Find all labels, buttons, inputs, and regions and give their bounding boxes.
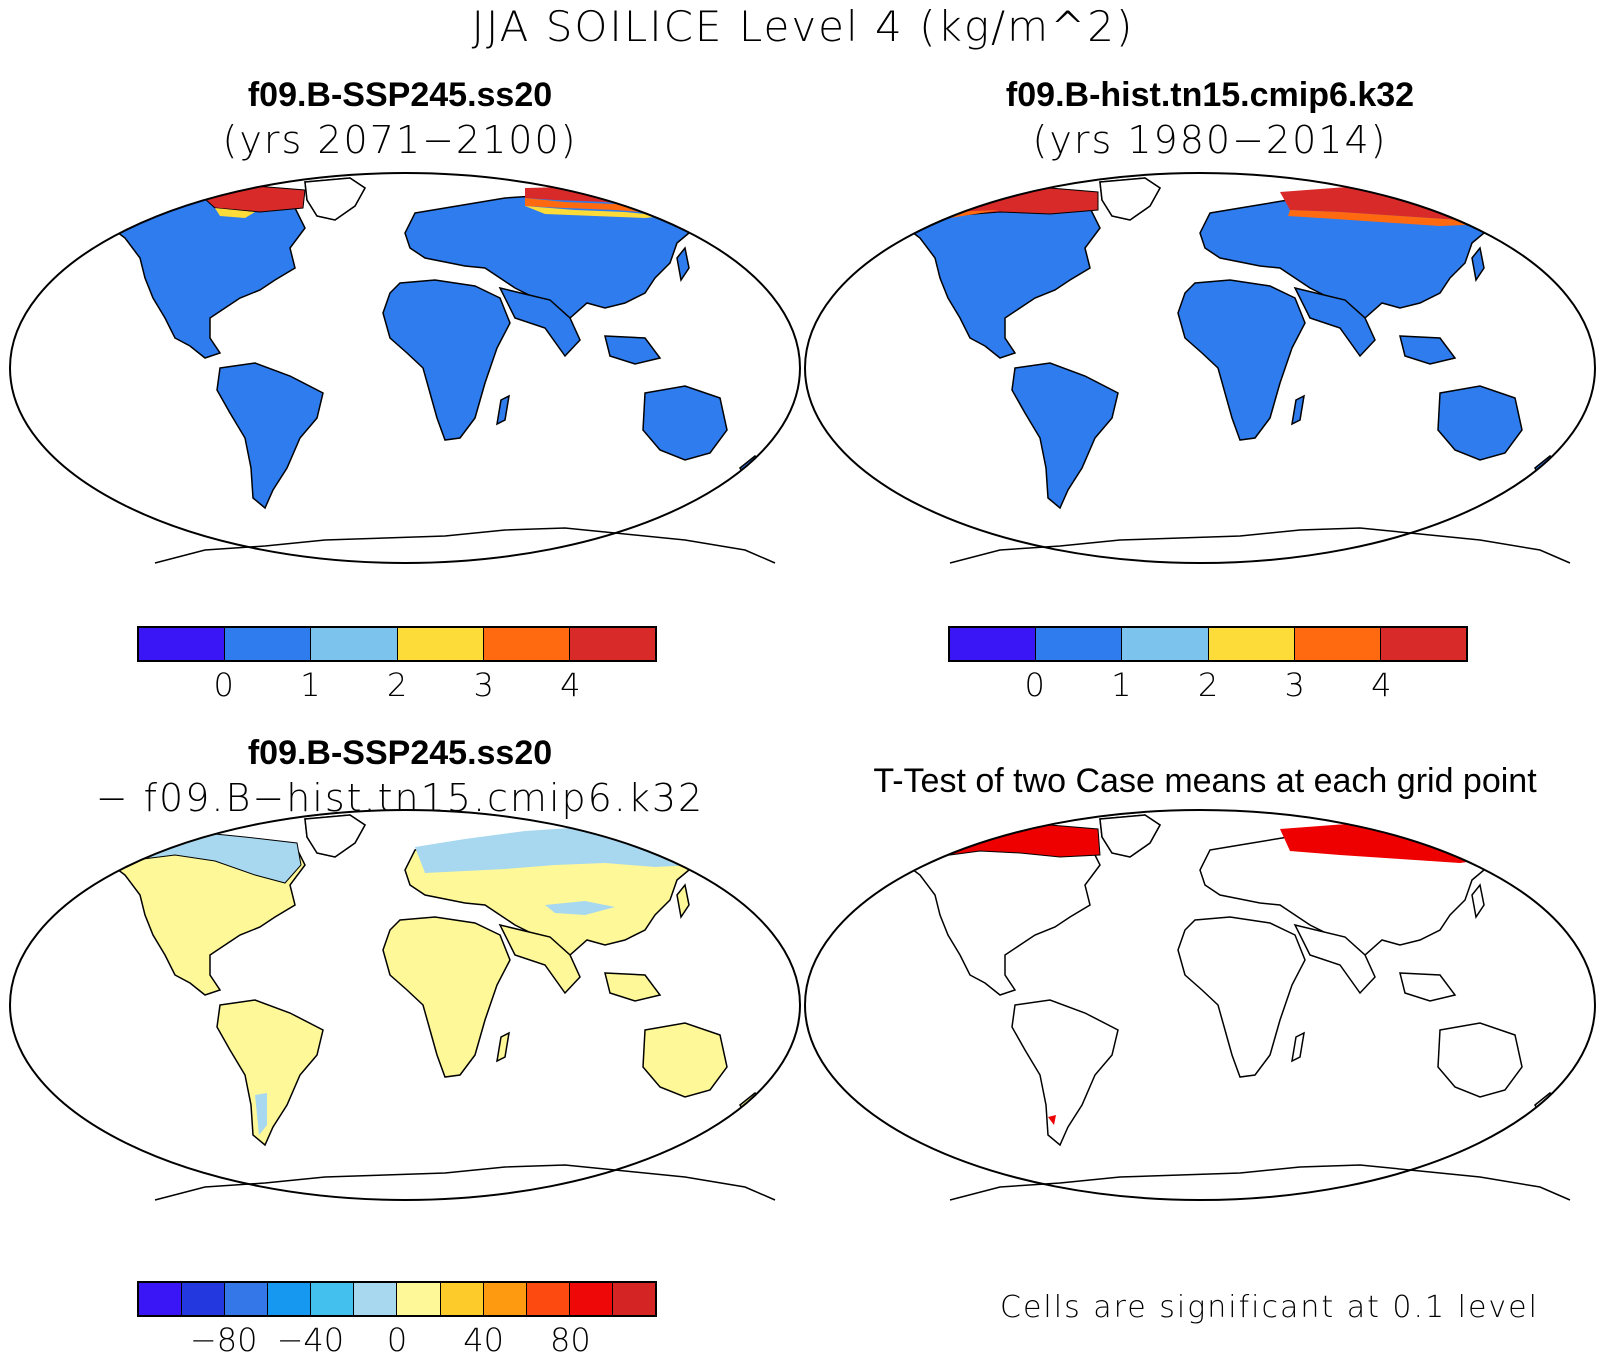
case-panel-subtitle: (yrs 2071−2100) — [222, 118, 578, 162]
figure-title: JJA SOILICE Level 4 (kg/m^2) — [471, 2, 1135, 51]
colorbar-tick-label: 0 — [1024, 666, 1045, 704]
case-panel-title: f09.B-SSP245.ss20 — [247, 76, 553, 114]
colorbar-tick-label: 4 — [1371, 666, 1392, 704]
colorbar-swatch — [569, 1283, 613, 1315]
colorbar-swatch — [569, 628, 656, 660]
case-colorbar — [137, 626, 657, 662]
colorbar-swatch — [440, 1283, 484, 1315]
colorbar-tick-label: 2 — [1197, 666, 1219, 704]
colorbar-swatch — [612, 1283, 655, 1315]
control-colorbar — [948, 626, 1468, 662]
colorbar-tick-label: 1 — [1111, 666, 1132, 704]
colorbar-swatch — [225, 1283, 269, 1315]
colorbar-swatch — [311, 1283, 355, 1315]
colorbar-swatch — [397, 628, 484, 660]
colorbar-tick-label: 1 — [300, 666, 321, 704]
colorbar-tick-label: 3 — [473, 666, 494, 704]
control-panel-subtitle: (yrs 1980−2014) — [1032, 118, 1388, 162]
case-map — [9, 172, 801, 564]
colorbar-swatch — [397, 1283, 441, 1315]
colorbar-swatch — [354, 1283, 398, 1315]
colorbar-swatch — [526, 1283, 570, 1315]
colorbar-swatch — [483, 1283, 527, 1315]
significance-note: Cells are significant at 0.1 level — [1000, 1290, 1539, 1325]
colorbar-swatch — [311, 628, 398, 660]
colorbar-swatch — [483, 628, 570, 660]
diff-map — [9, 809, 801, 1201]
colorbar-swatch — [268, 1283, 312, 1315]
colorbar-tick-label: 3 — [1284, 666, 1305, 704]
colorbar-tick-label: 4 — [560, 666, 581, 704]
colorbar-swatch — [1294, 628, 1381, 660]
colorbar-swatch — [1208, 628, 1295, 660]
colorbar-swatch — [1036, 628, 1123, 660]
diff-colorbar — [137, 1281, 657, 1317]
diff-panel-title: f09.B-SSP245.ss20 — [247, 734, 553, 772]
control-panel-title: f09.B-hist.tn15.cmip6.k32 — [1005, 76, 1415, 114]
colorbar-tick-label: 2 — [386, 666, 408, 704]
colorbar-tick-label: −40 — [276, 1321, 345, 1359]
colorbar-swatch — [1122, 628, 1209, 660]
ttest-panel-title: T-Test of two Case means at each grid po… — [873, 762, 1537, 800]
ttest-map — [804, 809, 1596, 1201]
colorbar-swatch — [139, 1283, 183, 1315]
colorbar-tick-label: 0 — [386, 1321, 408, 1359]
colorbar-swatch — [139, 628, 226, 660]
colorbar-tick-label: 40 — [463, 1321, 505, 1359]
control-map — [804, 172, 1596, 564]
colorbar-swatch — [950, 628, 1037, 660]
colorbar-tick-label: 0 — [213, 666, 234, 704]
colorbar-tick-label: −80 — [189, 1321, 258, 1359]
colorbar-swatch — [225, 628, 312, 660]
colorbar-swatch — [1380, 628, 1467, 660]
colorbar-swatch — [182, 1283, 226, 1315]
colorbar-tick-label: 80 — [549, 1321, 591, 1359]
